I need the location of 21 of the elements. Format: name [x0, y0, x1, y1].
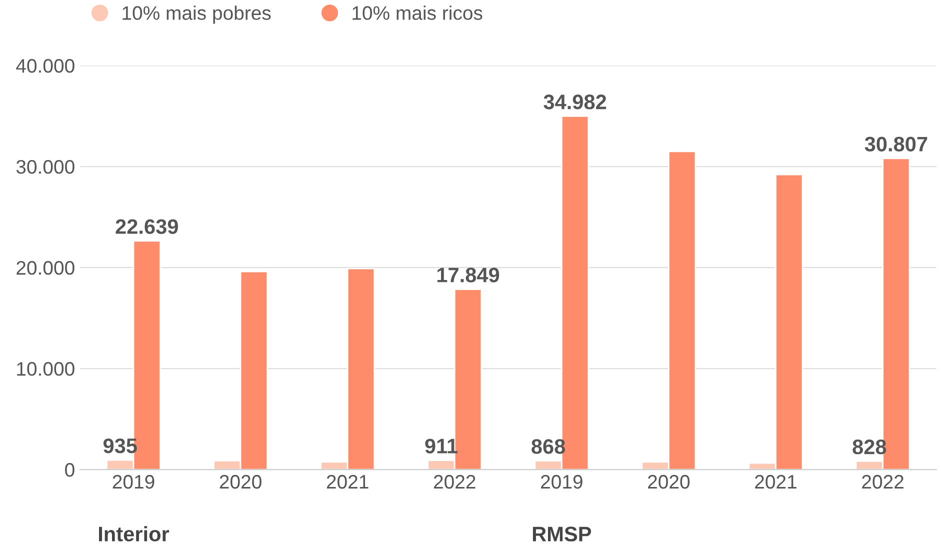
- data-label: 22.639: [116, 219, 178, 234]
- y-tick-label: 0: [65, 463, 74, 477]
- legend-label: 10% mais pobres: [122, 6, 271, 24]
- x-tick-label: 2021: [755, 474, 796, 489]
- x-tick-label: 2022: [434, 474, 476, 489]
- data-label: 30.807: [864, 136, 928, 152]
- x-tick-label: 2020: [220, 474, 262, 489]
- x-tick-label: 2022: [862, 474, 904, 489]
- text: RMSP: [532, 526, 592, 542]
- y-tick-label: 30.000: [16, 160, 74, 174]
- x-tick-label: 2019: [541, 474, 582, 489]
- y-tick-label: 10.000: [17, 362, 74, 376]
- x-tick-label: 2019: [112, 474, 154, 489]
- data-label: 34.982: [544, 94, 606, 110]
- legend-label: 10% mais ricos: [352, 6, 482, 20]
- y-tick-label: 40.000: [16, 58, 74, 73]
- y-tick-label: 20.000: [16, 261, 74, 275]
- x-tick-label: 2020: [648, 474, 690, 489]
- data-label: 17.849: [437, 268, 500, 282]
- x-tick-label: 2021: [326, 474, 368, 489]
- text: Interior: [99, 526, 170, 542]
